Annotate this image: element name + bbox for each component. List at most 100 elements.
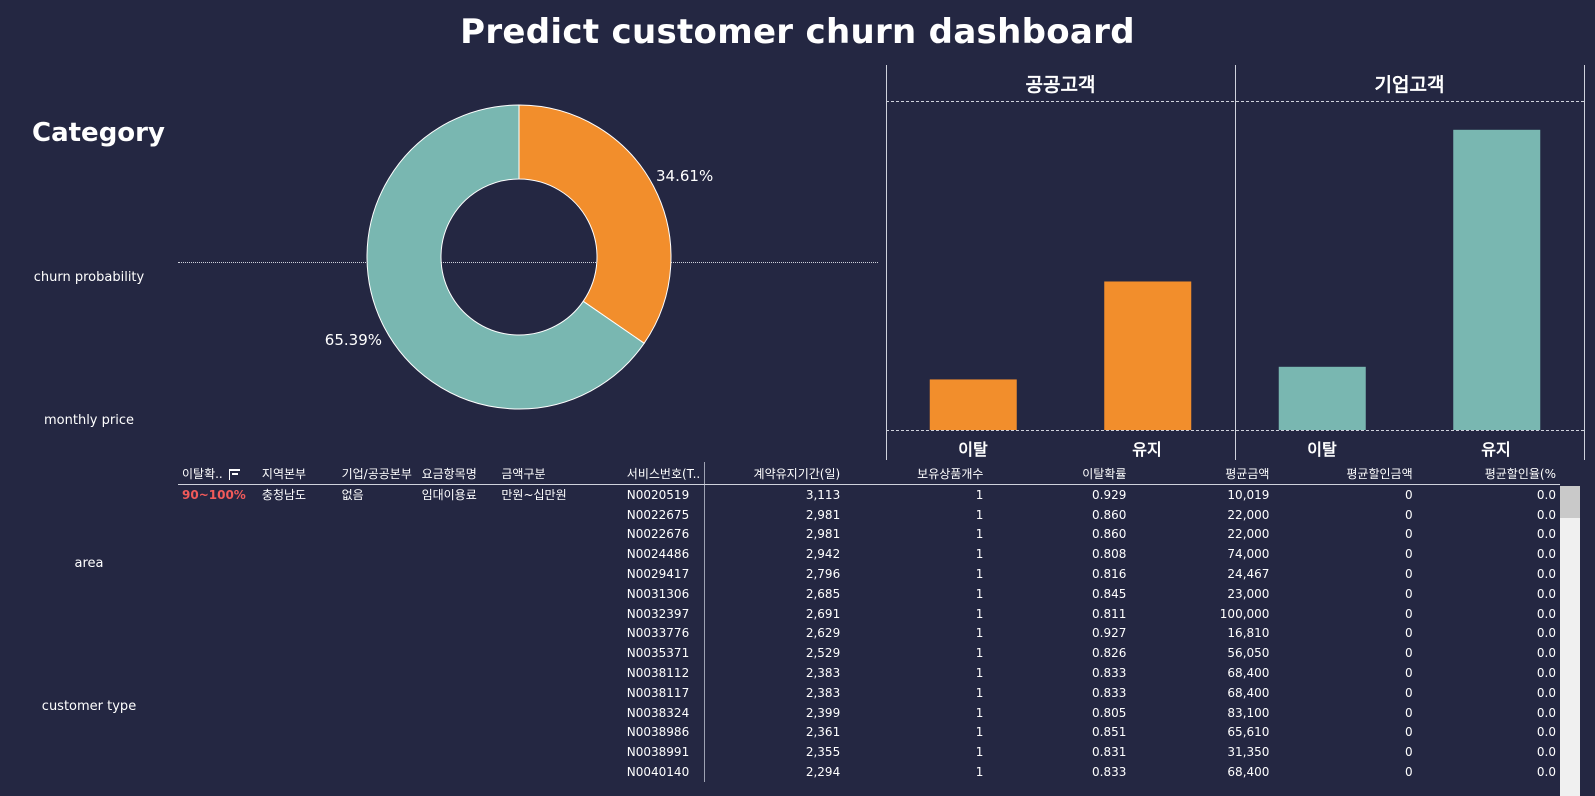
- table-row[interactable]: N0033776 2,629 1 0.927 16,810 0 0.0: [178, 623, 1560, 644]
- table-cell: N0022676: [622, 524, 706, 545]
- group-cell: [258, 624, 338, 644]
- table-row[interactable]: N0022676 2,981 1 0.860 22,000 0 0.0: [178, 524, 1560, 545]
- table-row[interactable]: N0029417 2,796 1 0.816 24,467 0 0.0: [178, 564, 1560, 584]
- group-cell: 없음: [341, 488, 364, 503]
- bar-0-1[interactable]: [1104, 281, 1192, 430]
- table-cell: 0: [1405, 666, 1413, 681]
- table-row[interactable]: N0024486 2,942 1 0.808 74,000 0 0.0: [178, 544, 1560, 565]
- table-cell: 0.845: [1092, 586, 1127, 601]
- table-cell: 31,350: [1227, 745, 1270, 760]
- table-cell: 56,050: [1227, 646, 1270, 661]
- table-cell: N0038991: [622, 742, 706, 763]
- panel-title-enterprise: 기업고객: [1374, 74, 1445, 96]
- col-header-contract-days[interactable]: 계약유지기간(일): [704, 462, 845, 485]
- col-header-avg-discount-rate[interactable]: 평균할인율(%: [1416, 462, 1560, 485]
- table-cell: 0: [1405, 626, 1413, 641]
- group-cell: [338, 544, 418, 564]
- group-cell: [338, 564, 418, 584]
- group-cell: [338, 742, 418, 762]
- table-cell: 1: [975, 507, 984, 522]
- col-header-fee-item[interactable]: 요금항목명: [417, 462, 498, 485]
- table-cell: 0.0: [1536, 507, 1556, 522]
- col-header-product-count[interactable]: 보유상품개수: [844, 462, 988, 485]
- category-item-area[interactable]: area: [74, 556, 104, 571]
- col-header-division[interactable]: 기업/공공본부: [337, 462, 418, 485]
- bar-label-enterprise-retain: 유지: [1481, 440, 1511, 459]
- scrollbar-thumb[interactable]: [1560, 486, 1580, 518]
- group-cell: [178, 525, 258, 545]
- bar-1-1[interactable]: [1453, 129, 1541, 431]
- group-cell: [338, 584, 418, 604]
- table-row[interactable]: N0038986 2,361 1 0.851 65,610 0 0.0: [178, 722, 1560, 743]
- table-cell: N0032397: [622, 603, 706, 624]
- table-row[interactable]: N0038117 2,383 1 0.833 68,400 0 0.0: [178, 682, 1560, 703]
- group-cell: [178, 762, 258, 782]
- table-cell: 2,629: [805, 626, 841, 641]
- bar-0-0[interactable]: [929, 379, 1017, 430]
- table-header-row: 이탈확.. 지역본부 기업/공공본부 요금항목명 금액구분 서비스번호(T.. …: [178, 462, 1560, 485]
- page-title: Predict customer churn dashboard: [460, 12, 1135, 52]
- panel-title-public: 공공고객: [1025, 74, 1096, 96]
- customer-table: 이탈확.. 지역본부 기업/공공본부 요금항목명 금액구분 서비스번호(T.. …: [178, 462, 1560, 796]
- table-cell: N0038986: [622, 722, 706, 743]
- table-cell: 0: [1405, 745, 1413, 760]
- table-cell: 68,400: [1227, 666, 1270, 681]
- group-cell: [497, 683, 622, 703]
- category-item-customer-type[interactable]: customer type: [41, 699, 137, 714]
- group-cell: [338, 723, 418, 743]
- col-header-region[interactable]: 지역본부: [257, 462, 338, 485]
- table-cell: 1: [975, 666, 984, 681]
- table-cell: N0029417: [622, 564, 706, 584]
- table-row[interactable]: 90~100% 충청남도 없음 임대이용료 만원~십만원 N0020519 3,113 1 0.…: [178, 484, 1560, 505]
- table-cell: 0.0: [1536, 547, 1556, 562]
- panel-border-middle: [1235, 65, 1236, 460]
- col-header-churn-band[interactable]: 이탈확..: [178, 462, 258, 485]
- group-cell: [178, 703, 258, 723]
- group-cell: [418, 624, 498, 644]
- group-cell: 만원~십만원: [501, 488, 567, 503]
- donut-slice-0[interactable]: [518, 104, 672, 344]
- category-item-monthly-price[interactable]: monthly price: [44, 413, 134, 428]
- donut-slice-1[interactable]: [366, 104, 645, 410]
- table-row[interactable]: N0032397 2,691 1 0.811 100,000 0 0.0: [178, 603, 1560, 624]
- donut-label-0: 34.61%: [656, 167, 713, 185]
- panel-header-line: [886, 101, 1584, 102]
- table-row[interactable]: N0040140 2,294 1 0.833 68,400 0 0.0: [178, 762, 1560, 782]
- col-header-amount-band[interactable]: 금액구분: [497, 462, 623, 485]
- group-cell: [338, 683, 418, 703]
- group-cell: [258, 663, 338, 683]
- group-cell: [178, 663, 258, 683]
- table-cell: 2,361: [805, 725, 841, 740]
- category-item-churn-probability[interactable]: churn probability: [33, 270, 145, 285]
- col-header-avg-discount[interactable]: 평균할인금액: [1273, 462, 1417, 485]
- table-cell: N0033776: [622, 623, 706, 644]
- group-cell: 충청남도: [261, 488, 307, 503]
- col-header-churn-prob[interactable]: 이탈확률: [987, 462, 1131, 485]
- table-cell: 0: [1405, 705, 1413, 720]
- table-cell: 2,942: [805, 547, 841, 562]
- sort-icon[interactable]: [228, 468, 240, 480]
- table-cell: 0.0: [1536, 606, 1556, 621]
- group-cell: [418, 604, 498, 624]
- table-row[interactable]: N0038112 2,383 1 0.833 68,400 0 0.0: [178, 663, 1560, 683]
- bar-1-0[interactable]: [1278, 366, 1366, 430]
- col-header-service-no[interactable]: 서비스번호(T..: [622, 462, 706, 485]
- table-scrollbar[interactable]: [1560, 486, 1580, 796]
- panel-baseline: [886, 430, 1584, 431]
- table-row[interactable]: N0038991 2,355 1 0.831 31,350 0 0.0: [178, 742, 1560, 763]
- group-cell: [497, 505, 622, 525]
- table-cell: 0: [1405, 487, 1413, 502]
- table-row[interactable]: N0031306 2,685 1 0.845 23,000 0 0.0: [178, 583, 1560, 604]
- table-row[interactable]: N0038324 2,399 1 0.805 83,100 0 0.0: [178, 702, 1560, 723]
- table-cell: N0040140: [622, 762, 706, 782]
- table-cell: 0.0: [1536, 745, 1556, 760]
- bar-chart: [929, 129, 1541, 431]
- table-row[interactable]: N0022675 2,981 1 0.860 22,000 0 0.0: [178, 504, 1560, 525]
- table-cell: 0.929: [1092, 487, 1127, 502]
- col-header-avg-amount[interactable]: 평균금액: [1130, 462, 1274, 485]
- table-cell: 0: [1405, 685, 1413, 700]
- table-row[interactable]: N0035371 2,529 1 0.826 56,050 0 0.0: [178, 643, 1560, 664]
- table-cell: 0.0: [1536, 646, 1556, 661]
- table-cell: 1: [975, 725, 984, 740]
- group-cell: [497, 742, 622, 762]
